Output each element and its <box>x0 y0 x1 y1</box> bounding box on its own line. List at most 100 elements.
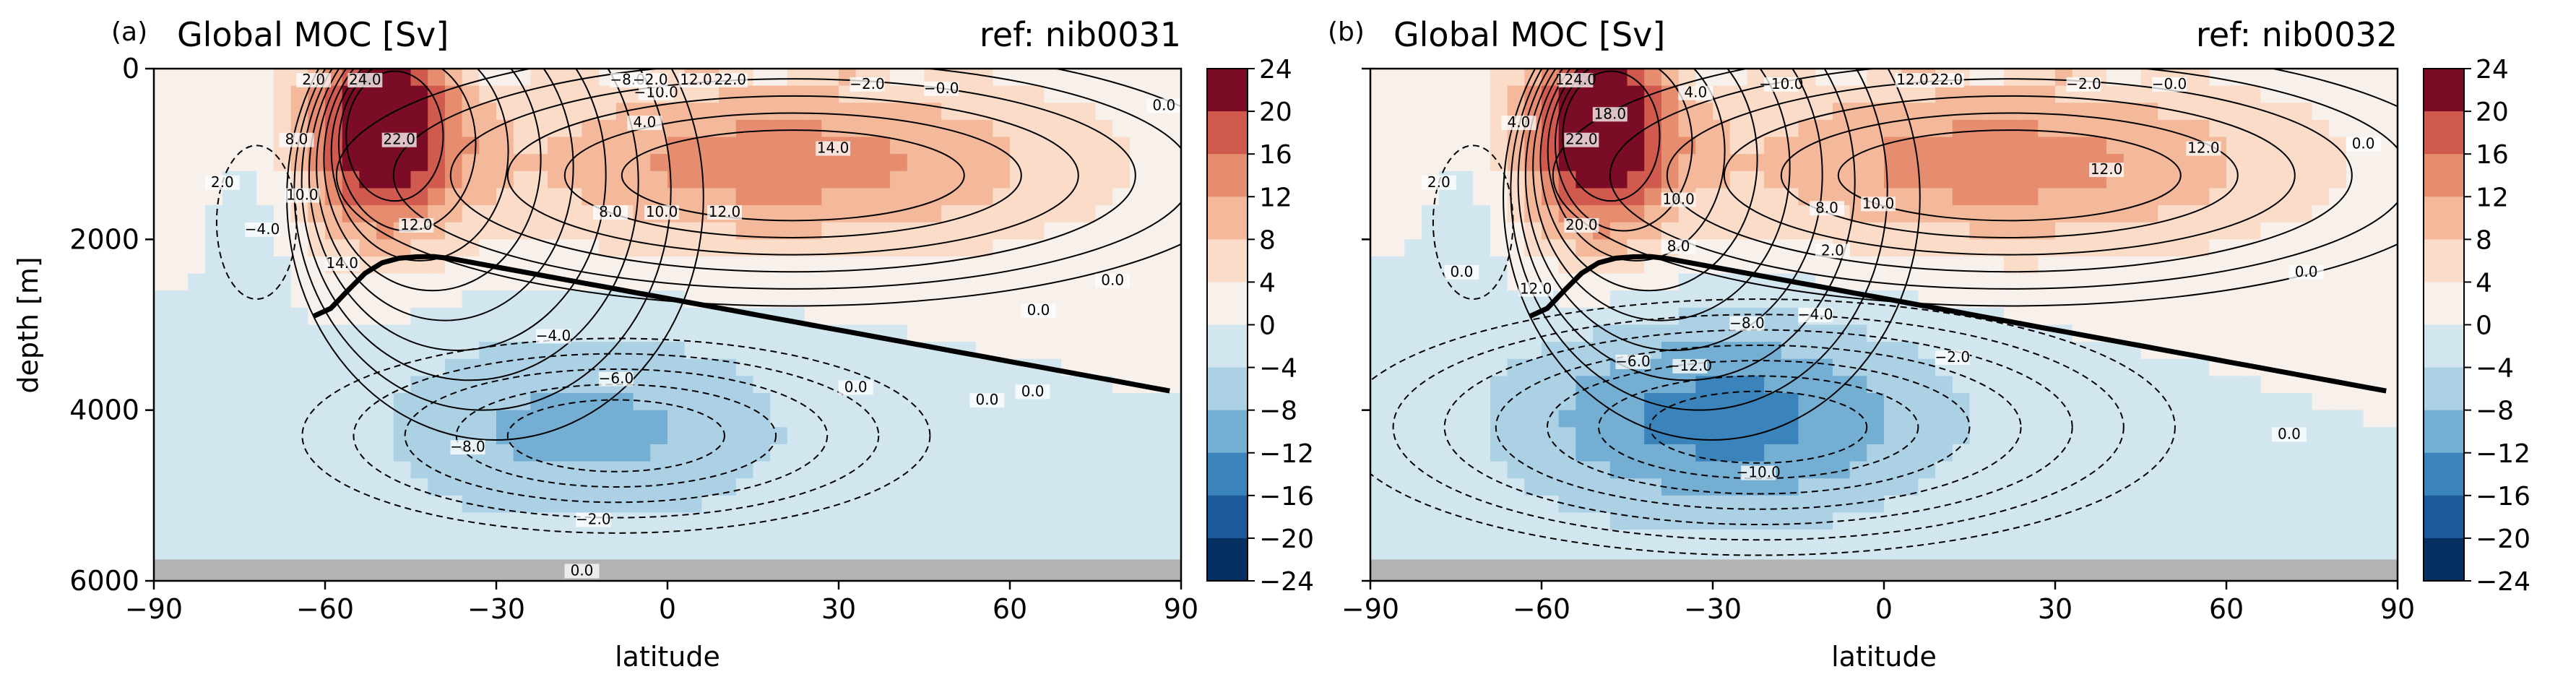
heatmap-cell <box>1422 273 1440 291</box>
heatmap-cell <box>890 512 908 530</box>
heatmap-cell <box>1095 307 1113 326</box>
heatmap-cell <box>2140 530 2158 548</box>
heatmap-cell <box>2123 444 2142 462</box>
heatmap-cell <box>393 307 412 326</box>
heatmap-cell <box>1473 170 1491 189</box>
contour-label-bg <box>1558 73 1594 87</box>
heatmap-cell <box>839 444 857 462</box>
heatmap-cell <box>1832 222 1851 240</box>
heatmap-cell <box>2329 170 2347 189</box>
heatmap-cell <box>1713 342 1731 360</box>
positive-contour <box>301 69 639 381</box>
heatmap-cell <box>256 324 275 342</box>
heatmap-cell <box>1695 427 1713 445</box>
heatmap-cell <box>2243 342 2261 360</box>
heatmap-cell <box>1884 137 1902 155</box>
heatmap-cell <box>2003 205 2022 223</box>
heatmap-cell <box>188 427 206 445</box>
heatmap-cell <box>650 512 668 530</box>
heatmap-cell <box>1524 410 1542 428</box>
heatmap-cell <box>1781 512 1799 530</box>
heatmap-cell <box>787 393 805 411</box>
heatmap-cell <box>2140 427 2158 445</box>
heatmap-cell <box>2055 461 2073 479</box>
colorbar-swatch <box>2424 111 2464 155</box>
heatmap-cell <box>1661 170 1680 189</box>
heatmap-cell <box>444 307 463 326</box>
heatmap-cell <box>1918 188 1936 206</box>
heatmap-cell <box>1678 154 1696 172</box>
heatmap-cell <box>1129 427 1148 445</box>
heatmap-cell <box>804 342 822 360</box>
heatmap-cell <box>1061 427 1079 445</box>
heatmap-cell <box>530 154 548 172</box>
heatmap-cell <box>222 342 241 360</box>
heatmap-cell <box>2312 324 2330 342</box>
heatmap-cell <box>1078 307 1097 326</box>
heatmap-cell <box>1026 137 1045 155</box>
contour-label-bg <box>1678 85 1713 100</box>
heatmap-cell <box>1678 461 1696 479</box>
heatmap-cell <box>719 530 737 548</box>
heatmap-cell <box>1832 410 1851 428</box>
heatmap-cell <box>205 512 223 530</box>
heatmap-cell <box>1146 427 1164 445</box>
heatmap-cell <box>256 376 275 394</box>
heatmap-cell <box>1438 205 1457 223</box>
heatmap-cell <box>2003 376 2022 394</box>
heatmap-cell <box>1542 427 1560 445</box>
heatmap-cell <box>1095 85 1113 103</box>
colorbar-swatch <box>2424 495 2464 539</box>
contour-label: 0.0 <box>2278 425 2301 442</box>
heatmap-cell <box>496 427 514 445</box>
heatmap-cell <box>890 342 908 360</box>
heatmap-cell <box>890 103 908 121</box>
heatmap-cell <box>2209 444 2227 462</box>
contour-label-bg <box>1421 175 1456 190</box>
heatmap-cell <box>2278 324 2296 342</box>
heatmap-cell <box>2260 154 2278 172</box>
heatmap-cell <box>188 495 206 514</box>
heatmap-cell <box>479 461 497 479</box>
heatmap-cell <box>667 103 686 121</box>
heatmap-cell <box>1422 495 1440 514</box>
heatmap-cell <box>1935 170 1953 189</box>
heatmap-cell <box>1112 154 1131 172</box>
colorbar-tick-label: −20 <box>2476 525 2530 554</box>
heatmap-cell <box>1061 188 1079 206</box>
heatmap-cell <box>2106 103 2125 121</box>
heatmap-cell <box>1387 69 1405 87</box>
heatmap-cell <box>1644 512 1662 530</box>
heatmap-cell <box>1146 256 1164 275</box>
heatmap-cell <box>1969 85 1987 103</box>
heatmap-cell <box>2278 239 2296 257</box>
heatmap-cell <box>650 154 668 172</box>
heatmap-cell <box>1815 103 1833 121</box>
colorbar-swatch <box>1207 154 1248 197</box>
heatmap-cell <box>513 376 531 394</box>
heatmap-cell <box>325 376 343 394</box>
heatmap-cell <box>2192 205 2210 223</box>
heatmap-cell <box>1026 512 1045 530</box>
heatmap-cell <box>2055 478 2073 496</box>
heatmap-cell <box>564 103 583 121</box>
heatmap-cell <box>1593 410 1611 428</box>
panel-a: (a) Global MOC [Sv] ref: nib0031 2.0 24.0… <box>12 15 1314 673</box>
heatmap-cell <box>170 239 189 257</box>
heatmap-cell <box>1918 137 1936 155</box>
heatmap-cell <box>2192 444 2210 462</box>
heatmap-cell <box>1747 512 1765 530</box>
heatmap-cell <box>1456 239 1474 257</box>
heatmap-cell <box>2158 530 2176 548</box>
heatmap-cell <box>170 393 189 411</box>
heatmap-cell <box>2278 461 2296 479</box>
heatmap-cell <box>1935 188 1953 206</box>
heatmap-cell <box>582 119 600 138</box>
heatmap-cell <box>2174 478 2193 496</box>
heatmap-cell <box>2192 478 2210 496</box>
heatmap-cell <box>513 530 531 548</box>
heatmap-cell <box>290 154 308 172</box>
heatmap-cell <box>154 495 172 514</box>
colorbar-tick-label: 8 <box>2476 225 2492 255</box>
heatmap-cell <box>2020 512 2039 530</box>
